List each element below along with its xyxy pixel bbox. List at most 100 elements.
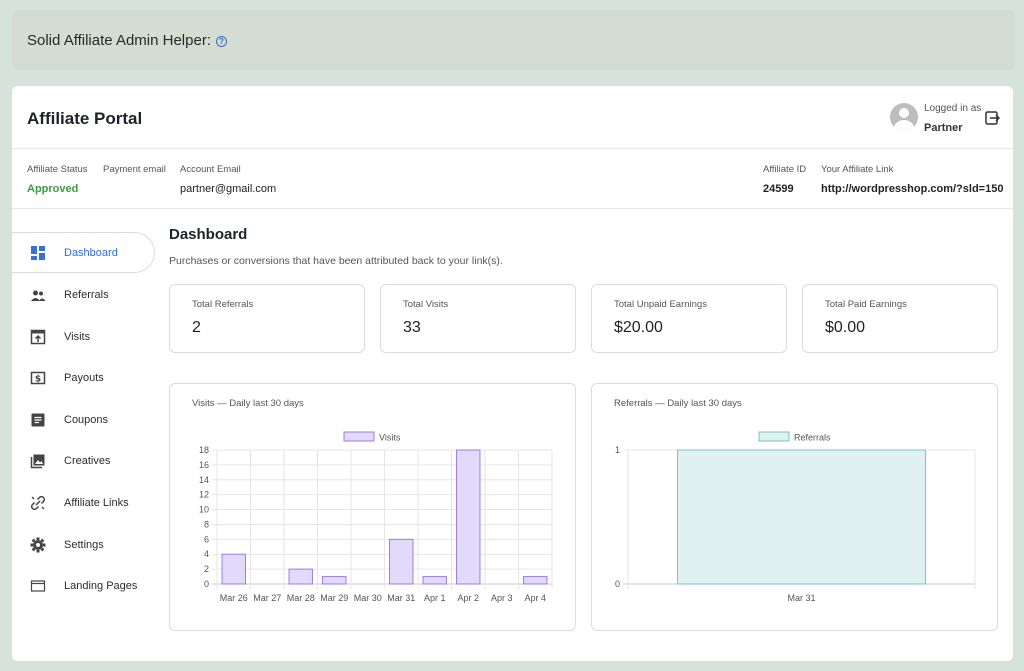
x-tick-label: Apr 3: [491, 593, 513, 603]
visits-chart-card: Visits — Daily last 30 days Visits 0 2 4 6 8 1…: [169, 383, 576, 631]
legend-swatch: [758, 431, 790, 442]
x-tick-label: Apr 1: [424, 593, 446, 603]
sidebar-item-payouts[interactable]: $ Payouts: [12, 357, 155, 398]
username: Partner: [924, 122, 963, 134]
x-tick-label: Mar 26: [220, 593, 248, 603]
affiliate-info-row: Affiliate Status Approved Payment email …: [12, 149, 1013, 209]
sidebar-item-label: Creatives: [64, 454, 111, 467]
svg-text:$: $: [35, 374, 41, 384]
sidebar-item-referrals[interactable]: Referrals: [12, 274, 155, 315]
sidebar-item-landing-pages[interactable]: Landing Pages: [12, 565, 155, 606]
y-tick-label: 18: [199, 445, 209, 455]
affiliate-status-label: Affiliate Status: [27, 164, 88, 175]
people-icon: [31, 290, 46, 301]
stat-card-total-referrals: Total Referrals 2: [169, 284, 365, 353]
referrals-chart-card: Referrals — Daily last 30 days Referrals…: [591, 383, 998, 631]
stat-card-paid-earnings: Total Paid Earnings $0.00: [802, 284, 998, 353]
x-tick-label: Mar 31: [787, 593, 815, 603]
y-tick-label: 12: [199, 490, 209, 500]
sidebar-item-visits[interactable]: Visits: [12, 316, 155, 357]
sidebar-item-dashboard[interactable]: Dashboard: [12, 232, 155, 273]
y-tick-label: 14: [199, 475, 209, 485]
avatar: [890, 103, 918, 131]
sidebar-item-label: Dashboard: [64, 246, 118, 259]
sidebar-item-label: Coupons: [64, 413, 109, 426]
y-tick-label: 10: [199, 505, 209, 515]
y-tick-label: 1: [615, 445, 620, 455]
visits-chart-title: Visits — Daily last 30 days: [192, 398, 304, 409]
affiliate-link-value[interactable]: http://wordpresshop.com/?sld=150: [821, 183, 1004, 195]
stat-label: Total Referrals: [192, 299, 254, 310]
dashboard-icon: [31, 245, 45, 260]
y-tick-label: 8: [204, 519, 209, 529]
sidebar-item-affiliate-links[interactable]: Affiliate Links: [12, 482, 155, 523]
page-title: Affiliate Portal: [27, 109, 143, 128]
sidebar: Dashboard Referrals Visits $ Payouts Cou…: [12, 209, 155, 661]
link-icon: [30, 495, 46, 510]
dollar-icon: $: [30, 371, 46, 384]
legend-label: Referrals: [794, 433, 831, 443]
stat-label: Total Unpaid Earnings: [614, 299, 707, 310]
stat-value: 33: [403, 319, 421, 336]
sidebar-item-label: Landing Pages: [64, 579, 138, 592]
stat-card-unpaid-earnings: Total Unpaid Earnings $20.00: [591, 284, 787, 353]
sidebar-item-label: Affiliate Links: [64, 496, 129, 509]
bar: [523, 576, 548, 585]
x-tick-label: Mar 27: [253, 593, 281, 603]
bar: [389, 538, 414, 585]
sidebar-item-label: Visits: [64, 330, 91, 343]
y-tick-label: 0: [615, 579, 620, 589]
x-tick-label: Mar 31: [387, 593, 415, 603]
bar: [288, 568, 313, 585]
admin-helper-title: Solid Affiliate Admin Helper:: [27, 31, 211, 49]
x-tick-label: Mar 29: [320, 593, 348, 603]
visit-icon: [30, 329, 46, 344]
payment-email-label: Payment email: [103, 164, 166, 175]
stat-label: Total Paid Earnings: [825, 299, 907, 310]
visits-chart: Visits 0 2 4 6 8 10 12 14 16 18 Mar 26 Mar 27 Mar 28 M…: [199, 431, 553, 603]
x-tick-label: Mar 28: [287, 593, 315, 603]
coupon-icon: [31, 413, 45, 426]
account-email-value: partner@gmail.com: [180, 183, 277, 195]
window-icon: [30, 579, 46, 592]
sidebar-item-label: Referrals: [64, 288, 109, 301]
logout-icon[interactable]: [984, 110, 1000, 126]
stat-card-total-visits: Total Visits 33: [380, 284, 576, 353]
y-tick-label: 4: [204, 549, 209, 559]
affiliate-portal: Affiliate Portal Logged in as Partner Af…: [12, 86, 1013, 661]
legend-label: Visits: [379, 433, 401, 443]
bar: [322, 576, 347, 585]
x-tick-label: Mar 30: [354, 593, 382, 603]
sidebar-item-coupons[interactable]: Coupons: [12, 399, 155, 440]
account-email-label: Account Email: [180, 164, 241, 175]
image-icon: [30, 454, 45, 468]
x-tick-label: Apr 4: [524, 593, 546, 603]
y-tick-label: 2: [204, 564, 209, 574]
admin-helper-bar: Solid Affiliate Admin Helper: ?: [12, 10, 1014, 70]
gear-icon: [30, 537, 46, 552]
sidebar-item-creatives[interactable]: Creatives: [12, 440, 155, 481]
stat-label: Total Visits: [403, 299, 449, 310]
bar: [676, 449, 927, 585]
bar: [221, 553, 246, 585]
affiliate-status-value: Approved: [27, 183, 79, 195]
affiliate-id-value: 24599: [763, 183, 794, 195]
y-tick-label: 6: [204, 534, 209, 544]
y-tick-label: 16: [199, 460, 209, 470]
referrals-chart: Referrals 0 1 Mar 31: [615, 431, 976, 603]
stat-value: 2: [192, 319, 201, 336]
bar: [456, 449, 481, 585]
dashboard-subtitle: Purchases or conversions that have been …: [169, 255, 503, 267]
question-circle-icon[interactable]: ?: [216, 36, 227, 47]
x-tick-label: Apr 2: [457, 593, 479, 603]
bar: [422, 576, 447, 585]
portal-header: Affiliate Portal Logged in as Partner: [12, 86, 1013, 149]
legend-swatch: [343, 431, 375, 442]
dashboard-title: Dashboard: [169, 226, 248, 243]
affiliate-link-label: Your Affiliate Link: [821, 164, 894, 175]
logged-in-label: Logged in as: [924, 103, 982, 114]
referrals-chart-title: Referrals — Daily last 30 days: [614, 398, 742, 409]
sidebar-item-label: Payouts: [64, 371, 104, 384]
stat-value: $20.00: [614, 319, 663, 336]
sidebar-item-settings[interactable]: Settings: [12, 524, 155, 565]
